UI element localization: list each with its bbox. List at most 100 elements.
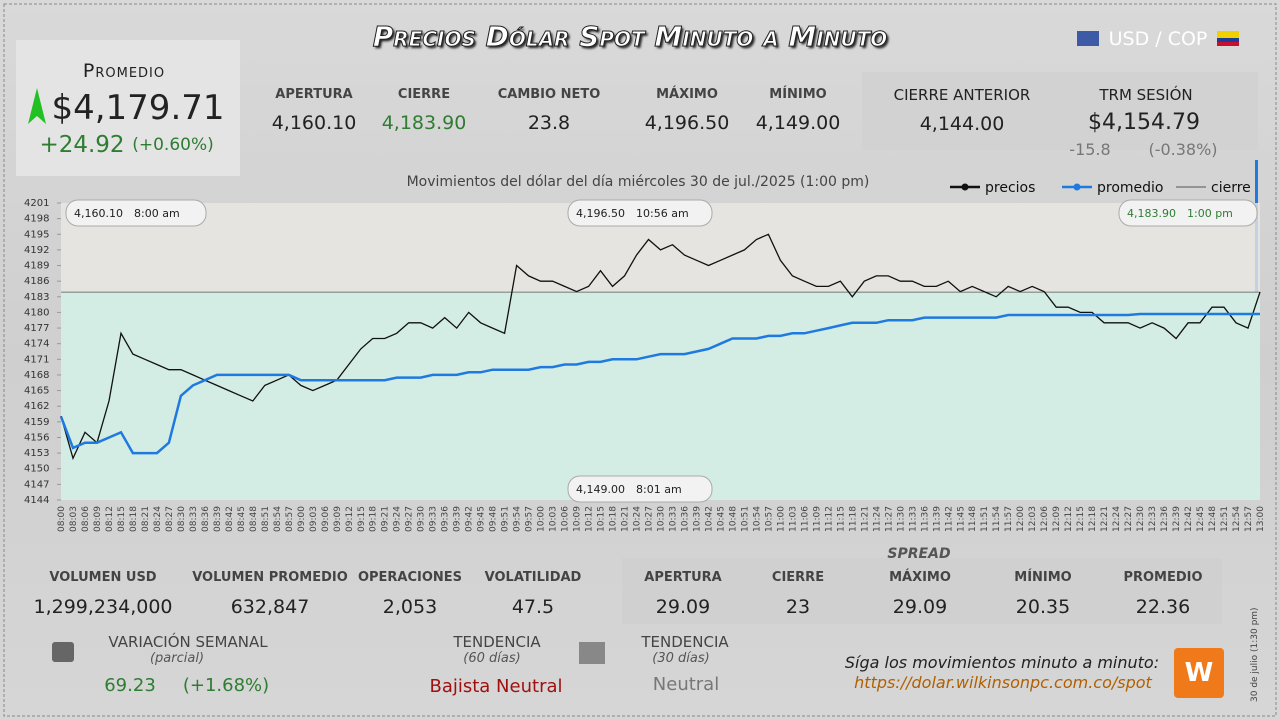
spread-panel (622, 558, 1222, 624)
x-tick-label: 08:18 (129, 506, 139, 532)
x-tick-label: 11:57 (1004, 506, 1014, 532)
spread-label: APERTURA (644, 570, 722, 585)
y-tick-label: 4159 (24, 417, 49, 428)
x-tick-label: 09:09 (333, 506, 343, 532)
calendar-icon (52, 642, 74, 662)
stat-label: VOLUMEN PROMEDIO (192, 570, 348, 585)
weekly-pct: (+1.68%) (182, 675, 270, 696)
y-tick-label: 4156 (24, 432, 49, 443)
spread-title: SPREAD (887, 546, 951, 562)
x-tick-label: 10:45 (716, 506, 726, 532)
x-tick-label: 08:51 (261, 506, 271, 532)
x-tick-label: 08:24 (153, 506, 163, 532)
co-flag (1217, 38, 1239, 42)
y-tick-label: 4171 (24, 354, 49, 365)
annotation-price: 4,149.00 (576, 483, 625, 496)
follow-url[interactable]: https://dolar.wilkinsonpc.com.co/spot (854, 673, 1152, 692)
x-tick-label: 09:48 (489, 506, 499, 532)
x-tick-label: 11:54 (992, 506, 1002, 532)
trend30-sub: (30 días) (652, 651, 710, 666)
stat-value: 1,299,234,000 (33, 596, 173, 618)
below-close-area (61, 292, 1260, 500)
trend60-label: TENDENCIA (453, 633, 541, 651)
x-tick-label: 11:27 (884, 506, 894, 532)
trend30-label: TENDENCIA (641, 633, 729, 651)
annotation-box (567, 199, 713, 227)
x-tick-label: 12:09 (1052, 506, 1062, 532)
x-tick-label: 12:27 (1124, 506, 1134, 532)
promedio-price: $4,179.71 (51, 88, 225, 128)
y-tick-label: 4150 (24, 464, 49, 475)
x-tick-label: 09:54 (513, 506, 523, 532)
annotation-box (567, 475, 713, 503)
x-tick-label: 10:48 (728, 506, 738, 532)
x-tick-label: 10:03 (549, 506, 559, 532)
x-tick-label: 12:06 (1040, 506, 1050, 532)
x-tick-label: 12:24 (1112, 506, 1122, 532)
x-tick-label: 09:51 (501, 506, 511, 532)
annotation-price: 4,183.90 (1127, 207, 1176, 220)
x-tick-label: 11:09 (812, 506, 822, 532)
pair: USD / COP (1108, 28, 1208, 50)
x-tick-label: 08:03 (69, 506, 79, 532)
x-tick-label: 10:54 (752, 506, 762, 532)
x-tick-label: 08:45 (237, 506, 247, 532)
up-arrow (28, 88, 46, 124)
stat-label: OPERACIONES (357, 570, 463, 585)
x-tick-label: 08:36 (201, 506, 211, 532)
legend-label: promedio (1097, 180, 1164, 196)
y-tick-label: 4192 (24, 245, 49, 256)
annotation-price: 4,196.50 (576, 207, 625, 220)
y-tick-label: 4198 (24, 214, 49, 225)
x-tick-label: 12:00 (1016, 506, 1026, 532)
x-tick-label: 11:00 (776, 506, 786, 532)
x-tick-label: 10:39 (692, 506, 702, 532)
x-tick-label: 12:57 (1244, 506, 1254, 532)
y-tick-label: 4153 (24, 448, 49, 459)
spread-label: CIERRE (771, 570, 825, 585)
x-tick-label: 10:21 (621, 506, 631, 532)
annotation-time: 8:01 am (636, 483, 682, 496)
trend60-sub: (60 días) (463, 651, 521, 666)
co-flag (1217, 42, 1239, 46)
x-tick-label: 08:42 (225, 506, 235, 532)
x-tick-label: 09:36 (441, 506, 451, 532)
x-tick-label: 09:42 (465, 506, 475, 532)
summary-value: 4,149.00 (755, 112, 841, 134)
x-tick-label: 08:21 (141, 506, 151, 532)
stat-value: 632,847 (230, 596, 310, 618)
frame (3, 3, 1277, 717)
summary-label: CAMBIO NETO (497, 87, 601, 102)
x-tick-label: 12:18 (1088, 506, 1098, 532)
x-tick-label: 08:27 (165, 506, 175, 532)
x-tick-label: 10:51 (740, 506, 750, 532)
weekly-label: VARIACIÓN SEMANAL (108, 633, 268, 651)
x-tick-label: 10:42 (704, 506, 714, 532)
x-tick-label: 11:36 (920, 506, 930, 532)
x-tick-label: 10:24 (633, 506, 643, 532)
x-tick-label: 11:03 (788, 506, 798, 532)
x-tick-label: 12:42 (1184, 506, 1194, 532)
x-tick-label: 09:24 (393, 506, 403, 532)
x-tick-label: 12:51 (1220, 506, 1230, 532)
y-tick-label: 4168 (24, 370, 49, 381)
x-tick-label: 08:54 (273, 506, 283, 532)
x-tick-label: 08:57 (285, 506, 295, 532)
trend30-value: Neutral (652, 674, 720, 695)
x-tick-label: 12:03 (1028, 506, 1038, 532)
spread-value: 29.09 (892, 596, 948, 618)
annotation-box (1118, 199, 1258, 227)
series-line (59, 312, 1260, 455)
y-tick-label: 4195 (24, 229, 49, 240)
us-flag (1077, 31, 1099, 46)
follow-text: Síga los movimientos minuto a minuto: (844, 653, 1160, 672)
x-tick-label: 10:15 (597, 506, 607, 532)
x-tick-label: 13:00 (1256, 506, 1266, 532)
annotation-box (65, 199, 207, 227)
x-tick-label: 09:30 (417, 506, 427, 532)
spread-value: 20.35 (1015, 596, 1071, 618)
x-tick-label: 11:06 (800, 506, 810, 532)
x-tick-label: 11:51 (980, 506, 990, 532)
x-tick-label: 11:12 (824, 506, 834, 532)
